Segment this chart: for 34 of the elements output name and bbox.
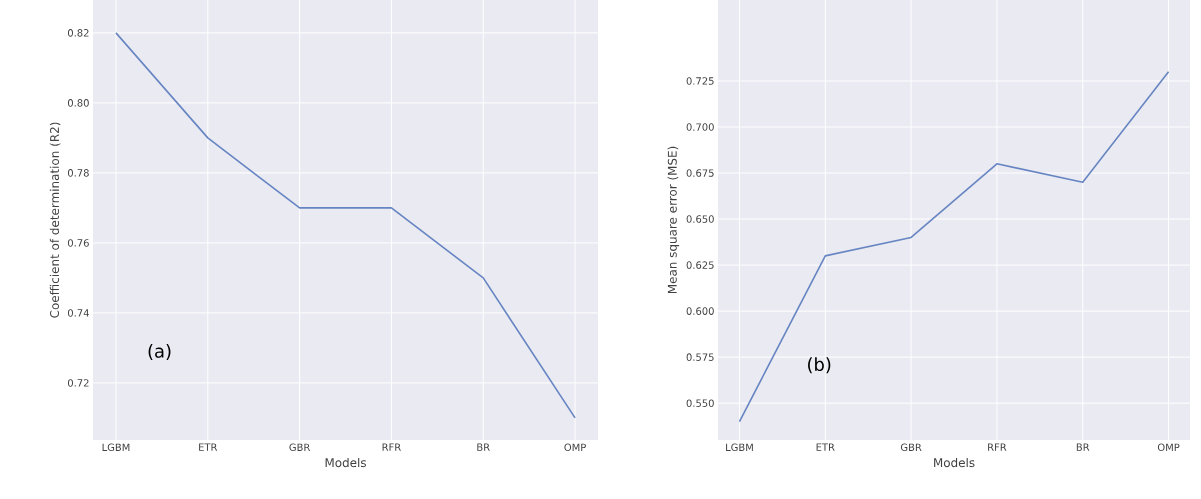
x-tick-label: RFR [988, 443, 1007, 451]
y-axis-title: Mean square error (MSE) [667, 146, 680, 294]
y-tick-label: 0.74 [67, 309, 89, 317]
x-tick-label: ETR [199, 443, 218, 451]
x-tick-label: BR [477, 443, 490, 451]
y-tick-label: 0.650 [686, 215, 714, 223]
x-tick-label: ETR [816, 443, 835, 451]
x-tick-label: OMP [1157, 443, 1180, 452]
x-tick-label: OMP [564, 443, 586, 452]
y-tick-label: 0.600 [686, 307, 714, 315]
y-tick-label: 0.76 [67, 239, 89, 247]
y-tick-label: 0.80 [67, 99, 89, 107]
x-tick-label: LGBM [726, 443, 753, 452]
y-tick-label: 0.72 [67, 379, 89, 387]
line-series [738, 70, 1170, 423]
x-tick-label: RFR [382, 443, 401, 451]
y-tick-label: 0.700 [686, 123, 714, 131]
y-axis-title: Coefficient of determination (R2) [49, 122, 61, 318]
y-tick-label: 0.675 [686, 169, 714, 177]
y-tick-label: 0.82 [67, 29, 89, 37]
x-tick-label: LGBM [102, 443, 130, 452]
annotation: (a) [148, 344, 171, 360]
x-tick-label: GBR [289, 443, 311, 452]
x-axis-title: Models [325, 457, 366, 468]
y-tick-label: 0.725 [686, 77, 714, 85]
y-tick-label: 0.550 [686, 399, 714, 407]
line-series [115, 32, 576, 419]
y-tick-label: 0.78 [67, 169, 89, 177]
x-tick-label: GBR [900, 443, 922, 452]
x-tick-label: BR [1076, 443, 1090, 451]
y-tick-label: 0.575 [686, 353, 714, 361]
x-axis-title: Models [934, 457, 975, 468]
annotation: (b) [808, 357, 831, 374]
y-tick-label: 0.625 [686, 261, 714, 269]
